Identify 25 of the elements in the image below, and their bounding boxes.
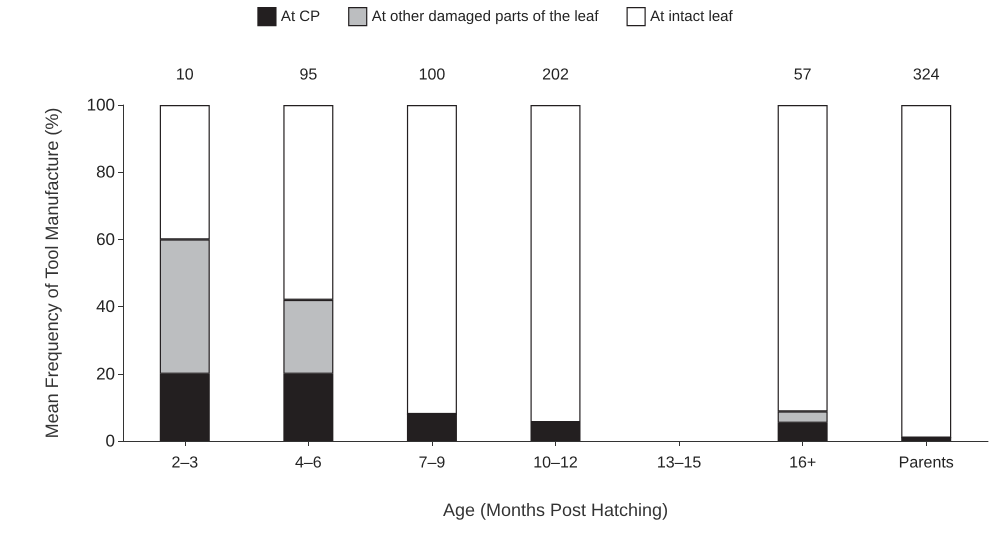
y-tick-label: 0 — [106, 432, 115, 450]
legend-label: At intact leaf — [650, 8, 734, 26]
y-tick-label: 100 — [86, 96, 115, 114]
legend-label: At CP — [280, 8, 320, 26]
x-tick-label: 13–15 — [656, 454, 702, 472]
y-tick-label: 20 — [96, 364, 115, 384]
y-tick-label: 40 — [96, 297, 115, 316]
y-axis-title: Mean Frequency of Tool Manufacture (%) — [42, 108, 62, 438]
x-tick-label: 10–12 — [533, 454, 578, 472]
x-tick-label: 2–3 — [171, 454, 198, 472]
x-tick-label: 16+ — [789, 454, 816, 472]
x-tick-label: Parents — [898, 454, 954, 472]
x-axis-title: Age (Months Post Hatching) — [442, 500, 668, 520]
legend-label: At other damaged parts of the leaf — [372, 8, 600, 26]
annotation: 324 — [912, 66, 940, 84]
x-tick-label: 4–6 — [295, 454, 322, 472]
y-tick-label: 60 — [96, 230, 115, 249]
annotation: 57 — [794, 66, 812, 84]
x-tick-label: 7–9 — [418, 454, 446, 472]
annotation: 10 — [176, 66, 194, 84]
annotation: 100 — [418, 66, 446, 84]
annotation: 202 — [542, 66, 569, 84]
annotation: 95 — [299, 66, 318, 84]
bar — [901, 105, 952, 438]
y-tick-label: 80 — [96, 162, 115, 182]
